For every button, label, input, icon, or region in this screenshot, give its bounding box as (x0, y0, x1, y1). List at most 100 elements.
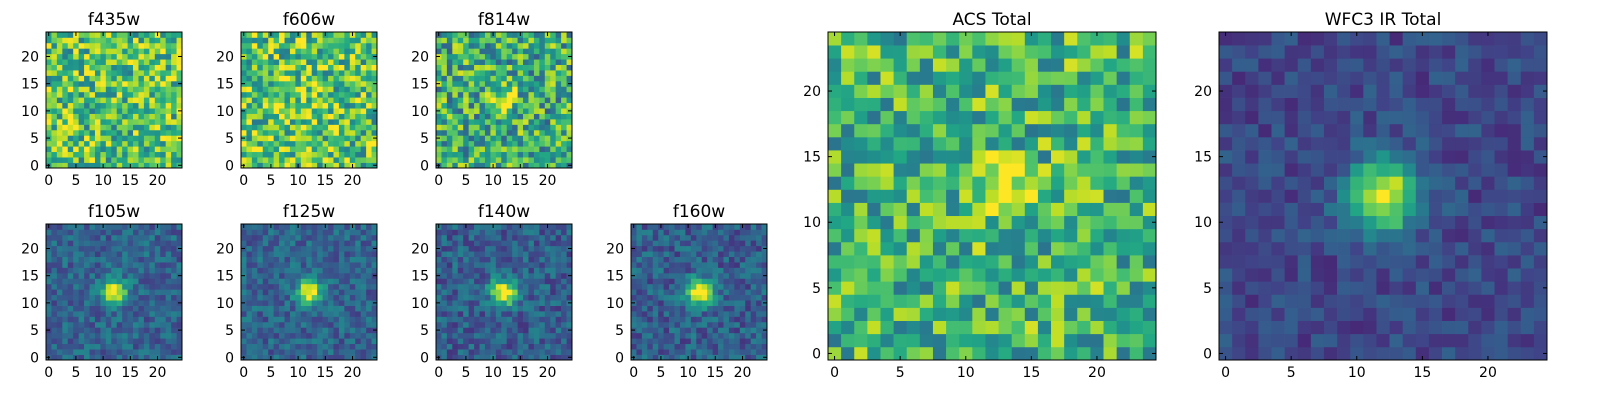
heatmap-cell (745, 278, 752, 285)
heatmap-cell (160, 42, 167, 49)
heatmap-cell (67, 240, 74, 247)
heatmap-cell (523, 119, 529, 125)
heatmap-cell (51, 311, 58, 317)
heatmap-cell (919, 294, 934, 308)
heatmap-cell (544, 316, 551, 323)
heatmap-cell (300, 332, 307, 339)
heatmap-cell (474, 311, 480, 317)
heatmap-cell (1037, 320, 1052, 335)
y-tick-label: 5 (225, 323, 234, 339)
heatmap-cell (555, 278, 562, 285)
heatmap-cell (528, 262, 535, 268)
heatmap-cell (322, 70, 329, 76)
heatmap-cell (484, 256, 491, 263)
heatmap-cell (127, 113, 134, 120)
heatmap-cell (46, 97, 52, 104)
heatmap-cell (78, 32, 85, 38)
heatmap-cell (311, 289, 318, 296)
heatmap-cell (295, 311, 302, 317)
heatmap-cell (959, 320, 973, 335)
heatmap-cell (154, 146, 161, 153)
heatmap-cell (674, 289, 681, 296)
heatmap-cell (46, 294, 52, 301)
heatmap-cell (739, 245, 746, 252)
heatmap-cell (517, 327, 524, 334)
heatmap-cell (160, 354, 167, 361)
heatmap-cell (533, 332, 540, 339)
heatmap-cell (932, 320, 947, 335)
heatmap-cell (544, 332, 551, 339)
heatmap-cell (533, 151, 540, 158)
heatmap-cell (528, 37, 535, 44)
heatmap-cell (457, 240, 464, 247)
heatmap-cell (133, 48, 139, 55)
heatmap-cell (555, 343, 562, 350)
heatmap-cell (523, 113, 529, 120)
heatmap-cell (495, 245, 502, 252)
heatmap-cell (328, 157, 334, 163)
heatmap-cell (143, 124, 150, 131)
heatmap-cell (495, 289, 502, 296)
heatmap-cell (544, 245, 551, 252)
heatmap-cell (338, 59, 345, 65)
heatmap-cell (279, 162, 285, 169)
heatmap-cell (484, 42, 491, 49)
y-tick-label: 0 (420, 350, 429, 366)
heatmap-cell (669, 267, 675, 274)
heatmap-cell (111, 311, 118, 317)
heatmap-cell (62, 129, 69, 136)
heatmap-cell (761, 283, 768, 290)
heatmap-cell (344, 305, 351, 312)
heatmap-cell (89, 151, 96, 158)
heatmap-cell (745, 251, 752, 257)
heatmap-cell (300, 262, 307, 268)
heatmap-cell (745, 262, 752, 268)
heatmap-cell (317, 37, 323, 44)
heatmap-cell (919, 176, 934, 190)
heatmap-cell (328, 272, 334, 279)
heatmap-cell (73, 75, 79, 82)
heatmap-cell (998, 294, 1013, 308)
heatmap-cell (349, 151, 356, 158)
heatmap-cell (295, 42, 302, 49)
heatmap-cell (828, 241, 842, 256)
heatmap-cell (295, 332, 302, 339)
heatmap-cell (906, 307, 921, 321)
heatmap-cell (284, 224, 291, 230)
heatmap-cell (479, 354, 486, 361)
heatmap-cell (652, 262, 659, 268)
heatmap-cell (474, 321, 480, 328)
heatmap-cell (946, 163, 960, 177)
heatmap-cell (67, 343, 74, 350)
y-tick-label: 5 (225, 131, 234, 147)
heatmap-cell (111, 146, 118, 153)
heatmap-cell (474, 151, 480, 158)
heatmap-cell (371, 305, 378, 312)
heatmap-cell (360, 251, 367, 257)
heatmap-cell (133, 289, 139, 296)
heatmap-cell (484, 70, 491, 76)
heatmap-cell (241, 48, 247, 55)
y-tick-label: 20 (411, 49, 429, 65)
heatmap-cell (100, 102, 107, 109)
heatmap-cell (441, 59, 448, 65)
heatmap-cell (723, 349, 730, 355)
heatmap-cell (761, 294, 768, 301)
heatmap-cell (371, 75, 378, 82)
heatmap-cell (1064, 255, 1078, 269)
heatmap-cell (78, 124, 85, 131)
y-tick-label: 20 (606, 241, 624, 257)
heatmap-cell (311, 59, 318, 65)
x-tick-label: 15 (316, 365, 334, 381)
heatmap-cell (723, 245, 730, 252)
heatmap-cell (165, 151, 172, 158)
heatmap-cell (67, 354, 74, 361)
heatmap-cell (241, 97, 247, 104)
heatmap-cell (338, 245, 345, 252)
heatmap-cell (468, 124, 475, 131)
heatmap-cell (533, 124, 540, 131)
heatmap-cell (355, 53, 362, 60)
heatmap-cell (745, 311, 752, 317)
heatmap-cell (528, 53, 535, 60)
